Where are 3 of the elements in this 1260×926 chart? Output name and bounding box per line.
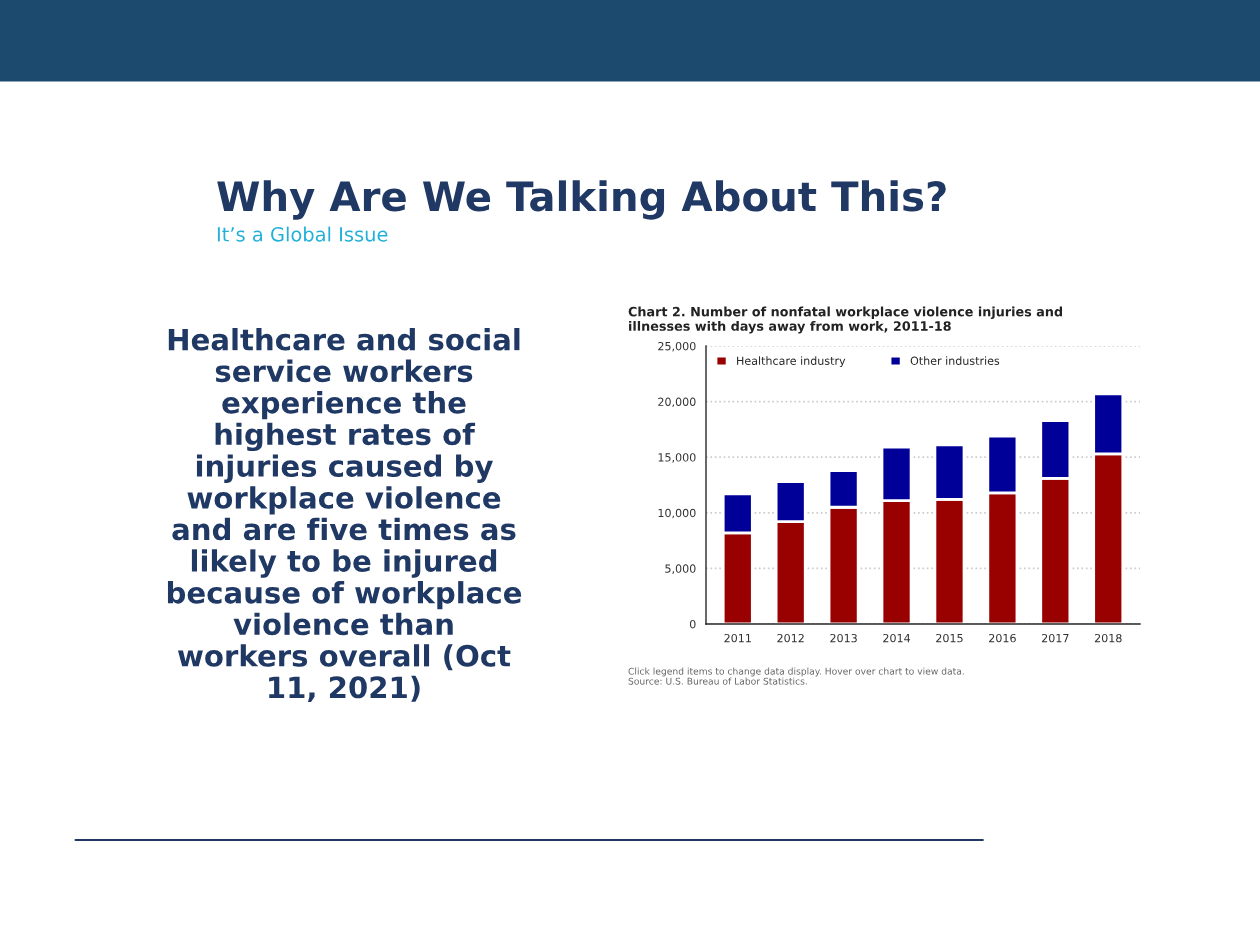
text: Healthcare and social service workers experience the highest rates of injuries caused by workplace violence and are five times as likely to be injured because of workplace violence than workers overall (Oct 11, 2021) [167, 328, 522, 703]
text: It’s a Global Issue [217, 226, 388, 242]
chart-title: Why Are We Talking About This? [217, 180, 946, 220]
